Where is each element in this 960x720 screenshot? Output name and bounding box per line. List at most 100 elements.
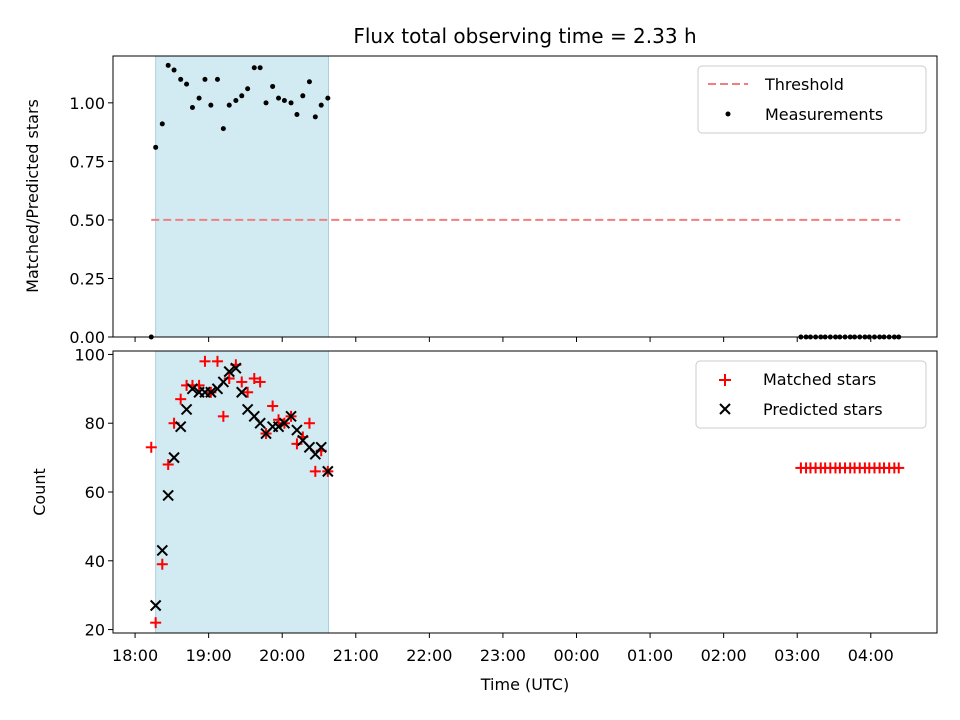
matched-star-point	[150, 617, 162, 629]
measurement-point	[178, 76, 184, 82]
predicted-star-point	[230, 362, 242, 374]
xtick-label: 23:00	[480, 646, 526, 665]
bottom-ylabel: Count	[30, 468, 49, 516]
bottom-legend-box	[695, 360, 927, 429]
x-axis-label: Time (UTC)	[480, 675, 569, 694]
bottom-panel: 20 40 60 80 100 Count Matched stars Predicte…	[30, 345, 938, 640]
matched-star-point	[175, 393, 187, 405]
predicted-star-point	[315, 441, 327, 453]
measurement-point	[281, 97, 287, 103]
xtick-label: 03:00	[774, 646, 820, 665]
top-ytick-label: 0.50	[69, 211, 105, 230]
bottom-legend: Matched stars Predicted stars	[695, 360, 927, 429]
measurement-point	[220, 126, 226, 132]
matched-star-point	[248, 373, 260, 385]
matched-star-point	[217, 410, 229, 422]
predicted-star-point	[223, 365, 235, 378]
matched-star-point	[303, 417, 315, 429]
legend-predicted-marker	[719, 403, 731, 415]
measurement-point	[239, 93, 245, 99]
matched-star-point	[199, 355, 211, 367]
measurement-point	[159, 121, 165, 127]
predicted-star-point	[162, 489, 174, 502]
top-ylabel: Matched/Predicted stars	[23, 99, 42, 293]
bottom-ytick-label: 60	[85, 483, 105, 502]
predicted-star-point	[254, 417, 266, 429]
bottom-ytick-label: 80	[85, 414, 105, 433]
bottom-ytick-label: 20	[85, 621, 105, 640]
top-ytick-label: 0.00	[69, 328, 105, 347]
top-ytick-label: 0.25	[69, 269, 105, 288]
predicted-star-point	[149, 599, 162, 612]
xtick-label: 19:00	[186, 646, 232, 665]
xtick-label: 00:00	[553, 646, 599, 665]
measurement-point	[196, 95, 202, 101]
measurement-point	[189, 105, 195, 111]
measurement-point	[165, 62, 171, 68]
xtick-label: 21:00	[333, 646, 379, 665]
matched-star-point	[236, 376, 248, 388]
predicted-star-point	[168, 451, 180, 464]
measurement-point	[233, 97, 239, 103]
predicted-star-point	[174, 420, 187, 433]
measurement-point	[325, 95, 331, 101]
legend-measurements-marker	[725, 111, 731, 117]
predicted-star-point	[205, 386, 217, 398]
measurement-point	[318, 102, 324, 108]
bottom-shaded-span	[155, 350, 329, 634]
xtick-label: 20:00	[259, 646, 305, 665]
chart-title: Flux total observing time = 2.33 h	[353, 24, 696, 48]
predicted-star-point	[186, 383, 199, 395]
matched-star-point	[242, 386, 254, 398]
measurement-point	[245, 86, 251, 92]
measurement-point	[202, 76, 208, 82]
predicted-star-point	[156, 544, 168, 557]
top-shaded-span	[155, 55, 329, 338]
legend-predicted-label: Predicted stars	[763, 400, 883, 419]
top-plot-frame	[112, 55, 938, 338]
predicted-star-point	[285, 410, 297, 423]
measurement-point	[208, 102, 214, 108]
predicted-star-point	[291, 424, 303, 436]
measurement-point	[184, 81, 190, 87]
legend-threshold-label: Threshold	[764, 75, 844, 94]
measurement-point	[171, 67, 177, 73]
measurement-point	[257, 65, 263, 71]
measurement-point	[214, 76, 220, 82]
measurement-point	[306, 79, 312, 85]
measurement-point	[288, 100, 294, 106]
matched-star-point	[162, 458, 174, 470]
xtick-label: 01:00	[627, 646, 673, 665]
top-legend: Threshold Measurements	[697, 65, 927, 134]
top-ytick-label: 1.00	[69, 94, 105, 113]
matched-star-point	[145, 441, 157, 453]
measurement-point	[294, 112, 300, 118]
legend-measurements-label: Measurements	[765, 105, 883, 124]
legend-matched-label: Matched stars	[763, 370, 876, 389]
measurement-point	[312, 114, 318, 120]
top-panel: 0.00 0.25 0.50 0.75 1.00 Matched/Predicted s…	[23, 55, 938, 347]
bottom-ytick-label: 100	[74, 345, 105, 364]
measurement-point	[226, 102, 232, 108]
measurement-point	[270, 83, 276, 89]
predicted-star-point	[272, 420, 285, 433]
matched-star-point	[254, 376, 266, 388]
measurement-point	[263, 100, 269, 106]
predicted-star-point	[322, 465, 334, 478]
measurement-point	[276, 95, 282, 101]
matched-star-point	[893, 462, 905, 474]
measurement-point	[251, 65, 257, 71]
legend-matched-marker	[719, 374, 731, 386]
xtick-label: 22:00	[406, 646, 452, 665]
matched-star-point	[267, 400, 279, 412]
measurement-point	[153, 144, 159, 150]
xtick-label: 18:00	[112, 646, 158, 665]
measurement-point	[300, 93, 306, 99]
matched-star-point	[309, 465, 321, 477]
bottom-ytick-label: 40	[85, 552, 105, 571]
predicted-star-point	[180, 403, 193, 416]
top-legend-box	[697, 65, 927, 134]
xtick-label: 04:00	[848, 646, 894, 665]
predicted-star-point	[217, 376, 230, 388]
